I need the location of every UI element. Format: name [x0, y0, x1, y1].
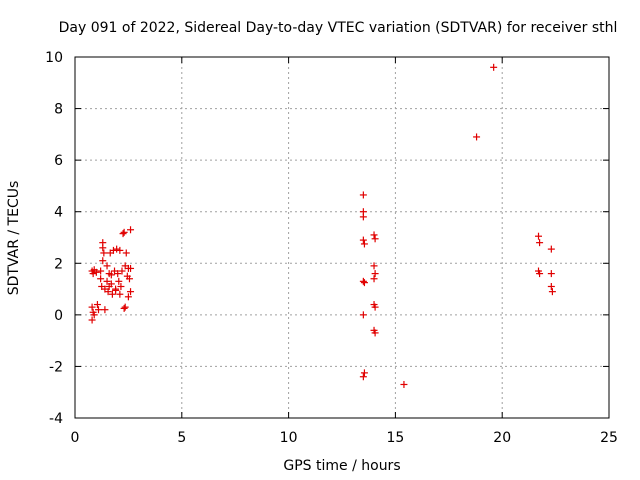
data-point [104, 288, 112, 296]
data-point [473, 133, 481, 141]
y-tick-label: 8 [54, 102, 63, 118]
y-tick-label: 6 [54, 153, 63, 169]
data-point [536, 239, 544, 247]
x-tick-label: 15 [386, 430, 404, 446]
data-points [88, 63, 556, 388]
data-point [119, 230, 127, 238]
data-point [371, 270, 379, 278]
data-point [371, 235, 379, 243]
data-point [359, 191, 367, 199]
data-point [490, 63, 498, 71]
data-point [370, 262, 378, 270]
data-point [370, 231, 378, 239]
data-point [114, 270, 122, 278]
data-point [536, 270, 544, 278]
grid [75, 57, 609, 418]
data-point [360, 369, 368, 377]
data-point [94, 306, 102, 314]
data-point [360, 240, 368, 248]
y-tick-label: 10 [45, 50, 63, 66]
data-point [121, 303, 129, 311]
data-point [116, 246, 124, 254]
data-point [101, 306, 109, 314]
data-point [122, 249, 130, 257]
y-tick-label: -2 [49, 359, 63, 375]
data-point [103, 262, 111, 270]
chart-title: Day 091 of 2022, Sidereal Day-to-day VTE… [59, 20, 618, 36]
data-point [107, 271, 115, 279]
data-point [120, 228, 128, 236]
data-point [108, 290, 116, 298]
data-point [109, 246, 117, 254]
data-point [127, 288, 135, 296]
data-point [359, 373, 367, 381]
data-point [371, 303, 379, 311]
x-tick-label: 20 [493, 430, 511, 446]
data-point [535, 232, 543, 240]
data-point [125, 275, 133, 283]
data-point [88, 316, 96, 324]
y-axis-label: SDTVAR / TECUs [6, 181, 22, 296]
data-point [89, 270, 97, 278]
data-point [90, 311, 98, 319]
data-point [100, 249, 108, 257]
data-point [359, 277, 367, 285]
data-point [107, 280, 115, 288]
data-point [370, 275, 378, 283]
y-tick-label: 0 [54, 308, 63, 324]
data-point [97, 267, 105, 275]
data-point [124, 293, 132, 301]
data-point [547, 282, 555, 290]
data-point [127, 264, 135, 272]
data-point [359, 213, 367, 221]
data-point [360, 279, 368, 287]
plot-frame [74, 56, 610, 419]
data-point [548, 288, 556, 296]
data-point [99, 257, 107, 265]
data-point [359, 311, 367, 319]
data-point [547, 270, 555, 278]
data-point [93, 301, 101, 309]
x-tick-label: 10 [280, 430, 298, 446]
data-point [371, 329, 379, 337]
tick-labels: 0 5 10 15 20 25 -4 -2 0 2 4 6 8 10 [45, 50, 618, 446]
data-point [116, 290, 124, 298]
y-tick-label: 2 [54, 256, 63, 272]
y-tick-label: -4 [49, 411, 63, 427]
data-point [97, 275, 105, 283]
data-point [547, 245, 555, 253]
data-point [115, 277, 123, 285]
x-tick-label: 5 [177, 430, 186, 446]
data-point [120, 304, 128, 312]
data-point [112, 286, 120, 294]
data-point [117, 282, 125, 290]
data-point [88, 303, 96, 311]
data-point [103, 277, 111, 285]
axis-ticks [74, 56, 610, 419]
data-point [127, 226, 135, 234]
data-point [400, 380, 408, 388]
data-point [359, 236, 367, 244]
x-tick-label: 0 [71, 430, 80, 446]
y-tick-label: 4 [54, 205, 63, 221]
x-axis-label: GPS time / hours [283, 458, 400, 474]
data-point [99, 244, 107, 252]
x-tick-label: 25 [600, 430, 618, 446]
data-point [113, 245, 121, 253]
data-point [118, 267, 126, 275]
data-point [92, 268, 100, 276]
